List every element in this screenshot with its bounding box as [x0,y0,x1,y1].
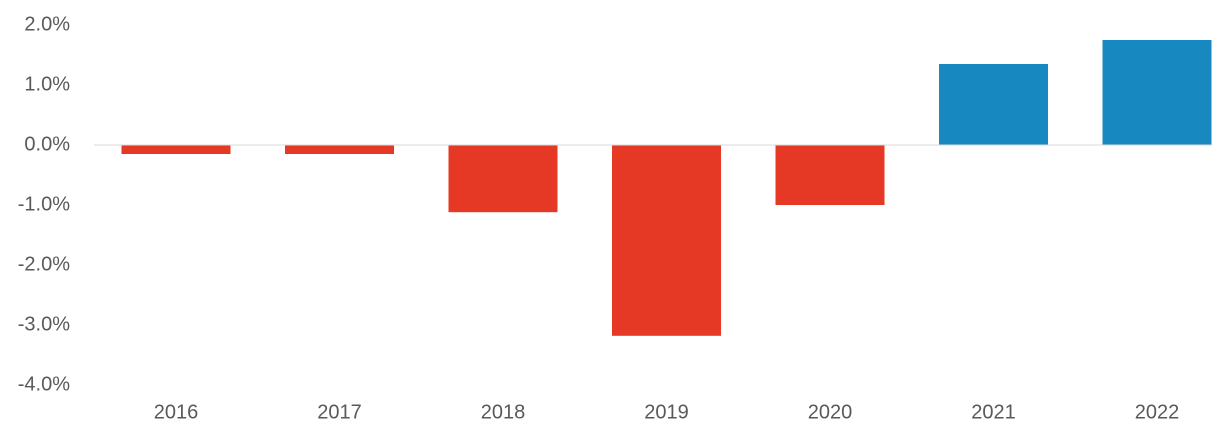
bar [1102,40,1212,145]
bar [939,64,1048,145]
x-tick-label: 2017 [317,401,362,423]
x-tick-label: 2020 [808,401,853,423]
x-tick-label: 2019 [644,401,689,423]
y-tick-label: 0.0% [24,133,70,155]
bar [121,145,231,154]
x-tick-label: 2016 [154,401,199,423]
bar [448,145,558,213]
y-tick-label: -1.0% [18,193,70,215]
y-tick-label: 1.0% [24,73,70,95]
bar [612,145,721,336]
y-tick-label: -4.0% [18,373,70,395]
y-tick-label: -2.0% [18,253,70,275]
bar [775,145,885,205]
bar [285,145,394,154]
x-tick-label: 2022 [1135,401,1180,423]
y-tick-label: -3.0% [18,313,70,335]
x-tick-label: 2021 [971,401,1016,423]
x-tick-label: 2018 [481,401,526,423]
y-tick-label: 2.0% [24,13,70,35]
